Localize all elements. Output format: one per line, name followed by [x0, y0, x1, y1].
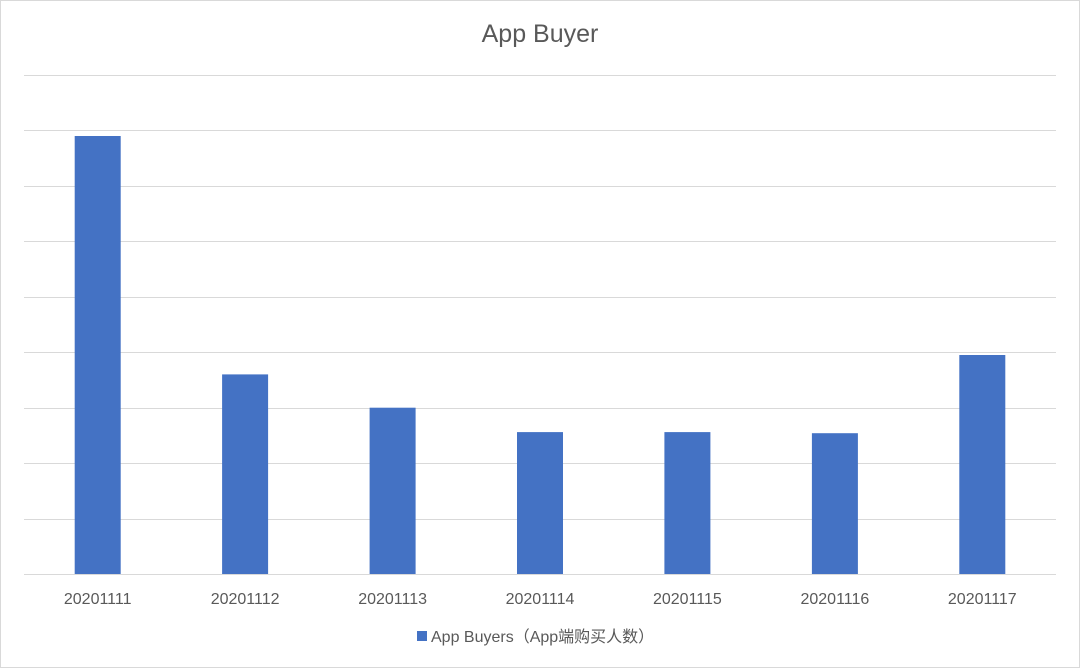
- bar-20201117: [959, 355, 1006, 574]
- chart-title: App Buyer: [482, 20, 599, 48]
- bar-20201111: [74, 136, 121, 574]
- x-tick-label: 20201113: [358, 591, 427, 608]
- x-tick-label: 20201112: [211, 591, 280, 608]
- bar-20201115: [664, 432, 711, 574]
- legend-swatch: [417, 631, 427, 641]
- x-tick-label: 20201111: [64, 591, 132, 608]
- bars: [74, 136, 1006, 574]
- bar-20201113: [369, 407, 416, 574]
- bar-20201112: [222, 374, 269, 574]
- bar-20201116: [811, 433, 858, 574]
- legend-label: App Buyers（App端购买人数）: [431, 628, 654, 646]
- x-tick-label: 20201117: [948, 591, 1017, 608]
- x-tick-label: 20201116: [800, 591, 869, 608]
- x-tick-label: 20201115: [653, 591, 722, 608]
- legend: App Buyers（App端购买人数）: [417, 628, 654, 646]
- x-tick-label: 20201114: [506, 591, 575, 608]
- bar-20201114: [517, 432, 563, 574]
- gridlines: [24, 75, 1056, 575]
- x-axis-tick-labels: 20201111 20201112 20201113 20201114 20201115…: [64, 591, 1017, 608]
